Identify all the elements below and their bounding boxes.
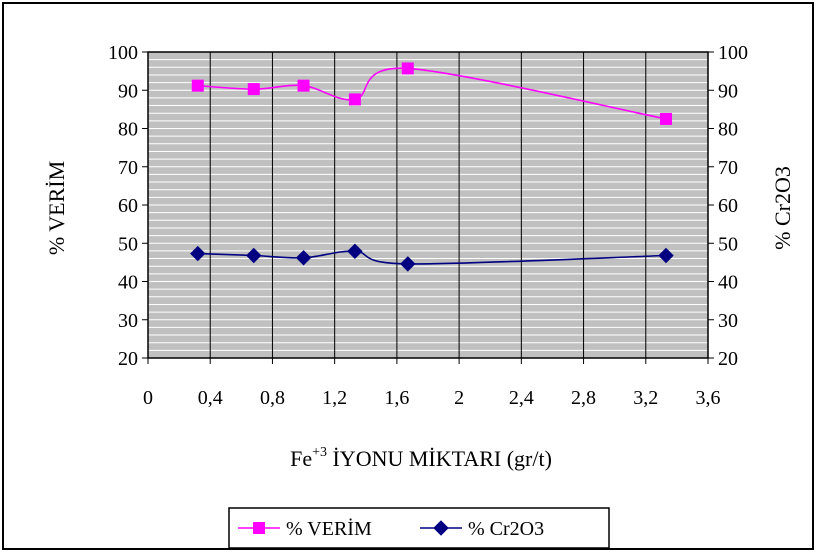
x-tick-label: 2,4 [509,387,534,409]
y-tick-label: 100 [108,42,138,64]
legend: % VERİM % Cr2O3 [228,507,610,549]
y2-tick-label: 20 [718,348,738,370]
data-point [400,256,416,272]
x-axis-title: Fe+3 İYONU MİKTARI (gr/t) [290,445,552,471]
legend-box [228,507,610,549]
y2-axis-title: % Cr2O3 [770,166,795,250]
y2-tick-label: 50 [718,233,738,255]
y2-tick-label: 70 [718,157,738,179]
data-point [347,243,363,259]
x-axis-title-base: Fe [290,446,312,471]
x-tick-label: 0,4 [198,387,223,409]
y2-tick-label: 30 [718,310,738,332]
x-tick-label: 0 [143,387,153,409]
data-point [348,93,361,106]
data-point [247,83,260,96]
legend-item-2: % Cr2O3 [420,518,544,540]
x-tick-label: 1,2 [322,387,347,409]
y-tick-label: 20 [118,348,138,370]
y-tick-label: 70 [118,157,138,179]
legend-label: % VERİM [286,517,372,540]
data-point [246,247,262,264]
y-tick-label: 90 [118,80,138,102]
data-point [658,247,674,264]
x-axis-title-rest: İYONU MİKTARI (gr/t) [327,446,552,471]
legend-item-1: % VERİM [238,517,372,540]
x-tick-label: 1,6 [384,387,409,409]
y-tick-label: 40 [118,272,138,294]
y-tick-label: 50 [118,233,138,255]
y-tick-label: 60 [118,195,138,217]
x-tick-label: 3,6 [696,387,721,409]
y2-axis-ticks: 20 30 40 50 60 70 80 90 100 [708,42,748,370]
y2-tick-label: 100 [718,42,748,64]
series-layer [190,62,674,272]
y2-tick-label: 80 [718,119,738,141]
x-tick-label: 3,2 [633,387,658,409]
data-point [660,112,672,125]
legend-marker [253,522,265,534]
data-point [295,250,312,266]
vertical-gridlines [209,52,647,358]
data-point [297,79,310,92]
horizontal-gridlines [148,59,708,351]
legend-marker [433,520,449,536]
y2-tick-label: 40 [718,272,738,294]
series-2 [190,243,674,272]
data-point [190,245,206,262]
x-axis-ticks: 0 0,4 0,8 1,2 1,6 2 2,4 2,8 3,2 3,6 [143,358,721,409]
x-tick-label: 2,8 [571,387,596,409]
y-axis-ticks: 20 30 40 50 60 70 80 90 100 [108,42,148,370]
y2-tick-label: 60 [718,195,738,217]
x-tick-label: 2 [454,387,464,409]
x-axis-title-superscript: +3 [312,445,327,460]
y-axis-title: % VERİM [44,161,69,255]
data-point [191,79,204,92]
y-tick-label: 80 [118,119,138,141]
x-tick-label: 0,8 [260,387,285,409]
legend-label: % Cr2O3 [468,518,544,540]
data-point [401,62,414,75]
series-1 [191,62,672,125]
y2-tick-label: 90 [718,80,738,102]
y-tick-label: 30 [118,310,138,332]
